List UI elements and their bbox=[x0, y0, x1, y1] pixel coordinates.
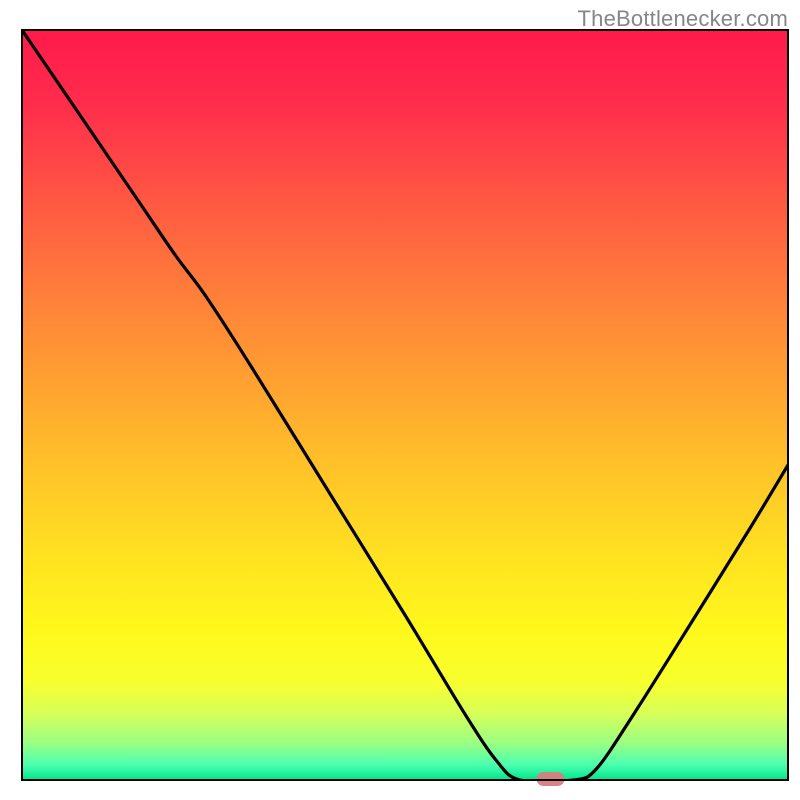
chart-canvas bbox=[0, 0, 800, 800]
watermark-text: TheBottlenecker.com bbox=[578, 6, 788, 32]
chart-background bbox=[22, 30, 788, 780]
bottleneck-chart: TheBottlenecker.com bbox=[0, 0, 800, 800]
